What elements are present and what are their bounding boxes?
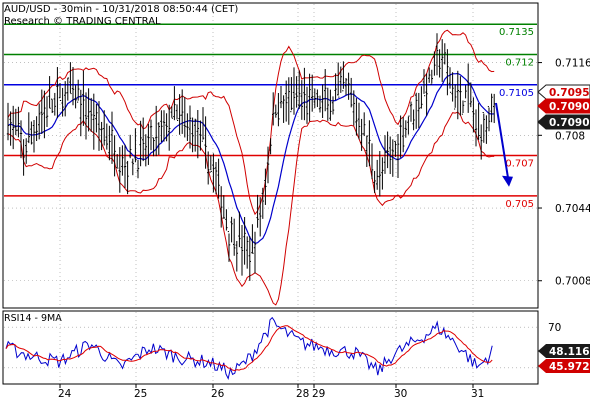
- rsi-tick-label: 70: [548, 322, 561, 334]
- price-badge-mid: [537, 98, 590, 114]
- rsi-badge: [538, 344, 590, 358]
- grid: [4, 4, 542, 388]
- y-tick-label: 0.708: [555, 130, 585, 142]
- level-label: 0.707: [505, 159, 534, 170]
- y-tick-label: 0.7116: [555, 58, 590, 70]
- header-line1: AUD/USD - 30min - 10/31/2018 08:50:44 (C…: [4, 4, 238, 15]
- x-tick-label: 31: [471, 388, 484, 400]
- header-line2: Research © TRADING CENTRAL: [4, 16, 161, 27]
- price-badge-upper-label: 0.70959: [549, 87, 590, 99]
- x-tick-label: 25: [134, 388, 147, 400]
- x-tick-label: 24: [58, 388, 72, 400]
- level-lines: 0.7135 0.712 0.7105 0.707 0.705: [4, 23, 537, 210]
- forecast-arrow-shaft: [495, 102, 509, 178]
- price-badge-mid-label: 0.70903: [549, 101, 590, 113]
- price-badges: 0.70959 0.70903 0.70903 48.116 45.9723: [537, 84, 590, 373]
- x-tick-label: 29: [312, 388, 325, 400]
- rsi-lines: [5, 316, 493, 380]
- level-label: 0.7135: [499, 27, 534, 38]
- rsi-title: RSI14 - 9MA: [4, 313, 62, 324]
- y-tick-label: 0.7008: [555, 276, 590, 288]
- x-tick-label: 28: [296, 388, 309, 400]
- bollinger-upper-band: [7, 29, 495, 216]
- rsi-panel-frame: [2, 310, 539, 385]
- rsi-signal-badge-label: 45.9723: [549, 361, 590, 373]
- price-badge-current: [537, 114, 590, 130]
- price-bars: [6, 33, 496, 281]
- rsi-9ma-line: [5, 325, 493, 372]
- y-tick-label: 0.7044: [555, 203, 590, 215]
- rsi-signal-badge: [538, 359, 590, 373]
- price-badge-upper: [537, 84, 590, 100]
- rsi-badge-label: 48.116: [549, 346, 590, 358]
- x-tick-label: 26: [211, 388, 225, 400]
- price-badge-current-label: 0.70903: [549, 117, 590, 129]
- level-label: 0.7105: [499, 88, 534, 99]
- forecast-arrow: [495, 102, 513, 187]
- forecast-arrow-head: [502, 175, 513, 187]
- x-tick-label: 30: [394, 388, 407, 400]
- level-label: 0.705: [505, 199, 534, 210]
- level-label: 0.712: [505, 58, 534, 69]
- x-axis-labels: 24 25 26 28 29 30 31: [58, 388, 484, 400]
- rsi14-line: [5, 316, 493, 380]
